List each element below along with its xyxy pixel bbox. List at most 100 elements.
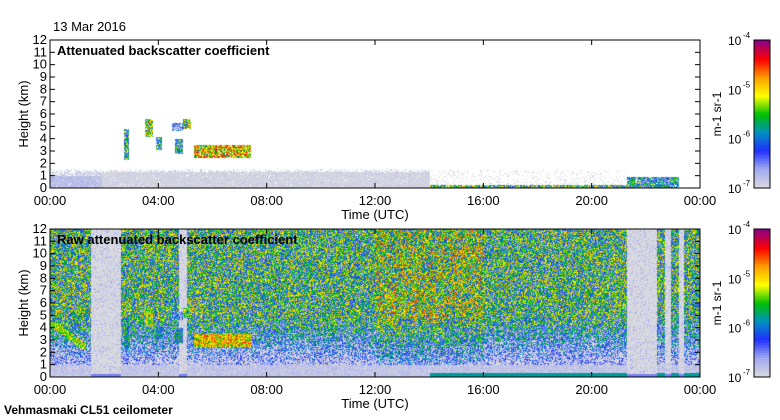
colorbar-tick-base: 10 xyxy=(728,322,742,336)
colorbar-segment xyxy=(754,57,770,61)
colorbar-segment xyxy=(754,69,770,73)
colorbar-segment xyxy=(754,295,770,299)
y-tick-label: 4 xyxy=(40,131,47,146)
colorbar-segment xyxy=(754,335,770,339)
colorbar-segment xyxy=(754,266,770,269)
colorbar-tick-base: 10 xyxy=(728,272,742,286)
y-tick-label: 0 xyxy=(40,180,47,195)
colorbar-segment xyxy=(754,330,770,334)
colorbar-segment xyxy=(754,320,770,324)
colorbar-tick-base: 10 xyxy=(728,34,742,48)
y-tick-label: 6 xyxy=(40,295,47,310)
y-tick-label: 3 xyxy=(40,143,47,158)
colorbar-segment xyxy=(754,104,770,108)
colorbar-segment xyxy=(754,258,770,262)
colorbar-segment xyxy=(754,59,770,63)
x-tick-label: 12:00 xyxy=(359,382,392,397)
x-tick-label: 12:00 xyxy=(359,193,392,208)
colorbar-segment xyxy=(754,136,770,140)
colorbar-segment xyxy=(754,175,770,179)
colorbar-segment xyxy=(754,165,770,169)
colorbar-segment xyxy=(754,126,770,130)
raw-backscatter-heatmap xyxy=(50,229,700,377)
colorbar-tick-base: 10 xyxy=(728,182,742,196)
x-axis-label: Time (UTC) xyxy=(341,207,408,222)
colorbar-segment xyxy=(754,44,770,48)
x-tick-label: 00:00 xyxy=(34,382,67,397)
colorbar-segment xyxy=(754,62,770,66)
colorbar-segment xyxy=(754,253,770,257)
colorbar-segment xyxy=(754,77,770,80)
colorbar-segment xyxy=(754,155,770,159)
colorbar-segment xyxy=(754,290,770,294)
y-tick-label: 10 xyxy=(33,246,47,261)
y-tick-label: 5 xyxy=(40,118,47,133)
colorbar-tick-base: 10 xyxy=(728,133,742,147)
x-axis-label: Time (UTC) xyxy=(341,396,408,411)
y-tick-label: 1 xyxy=(40,357,47,372)
colorbar-segment xyxy=(754,349,770,353)
colorbar-tick-exponent: -5 xyxy=(743,269,751,278)
colorbar-segment xyxy=(754,347,770,351)
colorbar-segment xyxy=(754,118,770,122)
colorbar-segment xyxy=(754,243,770,247)
colorbar-frame xyxy=(753,39,771,189)
colorbar-segment xyxy=(754,158,770,162)
x-tick-label: 08:00 xyxy=(250,193,283,208)
colorbar-segment xyxy=(754,163,770,167)
colorbar-segment xyxy=(754,307,770,311)
plot-frame xyxy=(49,228,701,378)
colorbar-segment xyxy=(754,364,770,368)
colorbar-segment xyxy=(754,270,770,274)
x-tick-label: 00:00 xyxy=(684,193,717,208)
x-tick-label: 00:00 xyxy=(684,382,717,397)
colorbar-segment xyxy=(754,123,770,127)
colorbar-segment xyxy=(754,278,770,282)
colorbar-segment xyxy=(754,238,770,242)
colorbar-segment xyxy=(754,138,770,142)
colorbar-segment xyxy=(754,283,770,287)
colorbar-segment xyxy=(754,251,770,255)
colorbar-segment xyxy=(754,180,770,184)
colorbar-segment xyxy=(754,153,770,157)
colorbar-segment xyxy=(754,49,770,53)
colorbar-segment xyxy=(754,359,770,363)
colorbar-segment xyxy=(754,280,770,284)
colorbar-segment xyxy=(754,305,770,309)
x-tick-label: 04:00 xyxy=(142,382,175,397)
colorbar-tick-exponent: -6 xyxy=(743,319,751,328)
colorbar-segment xyxy=(754,111,770,115)
x-tick-label: 16:00 xyxy=(467,382,500,397)
y-tick-label: 9 xyxy=(40,258,47,273)
colorbar-segment xyxy=(754,340,770,343)
colorbar-segment xyxy=(754,160,770,164)
colorbar-segment xyxy=(754,285,770,289)
colorbar-segment xyxy=(754,374,770,378)
colorbar-segment xyxy=(754,354,770,358)
colorbar-segment xyxy=(754,273,770,277)
colorbar-segment xyxy=(754,263,770,267)
colorbar-segment xyxy=(754,315,770,319)
colorbar-tick-exponent: -4 xyxy=(743,31,751,40)
colorbar-label: m-1 sr-1 xyxy=(710,91,724,136)
x-tick-label: 20:00 xyxy=(575,193,608,208)
colorbar-segment xyxy=(754,236,770,240)
colorbar-segment xyxy=(754,293,770,297)
colorbar-segment xyxy=(754,372,770,376)
plot-frame xyxy=(49,39,701,189)
colorbar-tick-exponent: -5 xyxy=(743,80,751,89)
colorbar-segment xyxy=(754,352,770,356)
y-tick-label: 5 xyxy=(40,307,47,322)
colorbar-segment xyxy=(754,185,770,189)
footer-label: Vehmasmaki CL51 ceilometer xyxy=(4,403,173,417)
y-tick-label: 10 xyxy=(33,57,47,72)
colorbar-segment xyxy=(754,40,770,43)
colorbar-tick-exponent: -7 xyxy=(743,179,751,188)
panel-title: Raw attenuated backscatter coefficient xyxy=(57,232,298,247)
colorbar-segment xyxy=(754,300,770,304)
y-axis-label: Height (km) xyxy=(16,80,31,147)
y-tick-label: 7 xyxy=(40,94,47,109)
colorbar-segment xyxy=(754,288,770,292)
y-tick-label: 11 xyxy=(34,233,48,248)
